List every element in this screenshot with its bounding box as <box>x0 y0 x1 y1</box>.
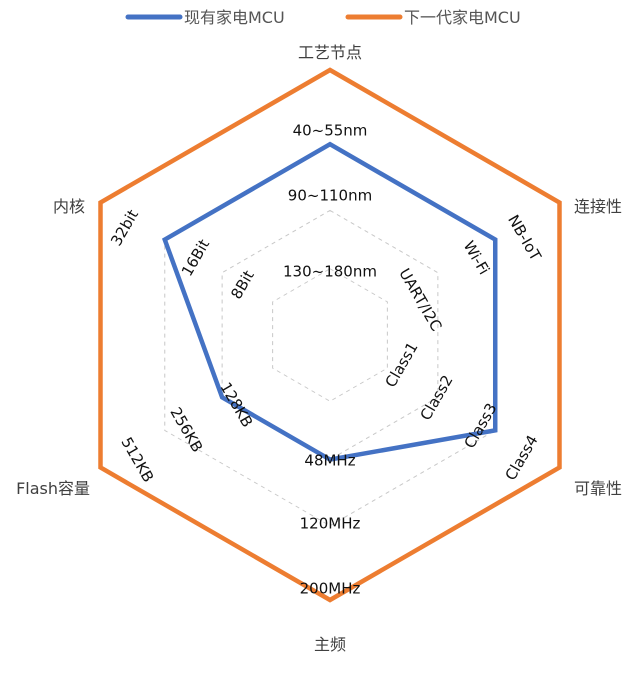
axis-label: Flash容量 <box>16 479 90 498</box>
axis-label: 内核 <box>53 197 85 216</box>
axis-label: 主频 <box>314 635 346 654</box>
tick-label: UART/I2C <box>395 265 445 334</box>
tick-label: 200MHz <box>300 580 361 598</box>
tick-label: 16Bit <box>178 236 213 279</box>
series-line-next-gen-mcu <box>98 67 562 603</box>
tick-label: Class2 <box>417 372 457 423</box>
axis-label: 工艺节点 <box>298 43 362 62</box>
tick-label: 130~180nm <box>283 263 377 281</box>
tick-labels: 130~180nm 90~110nm 40~55nm UART/I2C Wi-Fi NB-… <box>107 122 545 598</box>
tick-label: 40~55nm <box>293 122 368 140</box>
tick-label: 8Bit <box>227 267 258 302</box>
series-line-current-mcu <box>162 141 498 462</box>
chart-series <box>98 67 562 603</box>
tick-label: Wi-Fi <box>460 238 493 278</box>
tick-label: 32bit <box>107 206 142 249</box>
legend-label: 下一代家电MCU <box>404 8 521 27</box>
tick-label: 120MHz <box>300 515 361 533</box>
legend-label: 现有家电MCU <box>184 8 285 27</box>
tick-label: 48MHz <box>304 452 355 470</box>
tick-label: 256KB <box>166 404 206 455</box>
tick-label: 90~110nm <box>288 187 372 205</box>
grid-ring <box>272 268 388 402</box>
tick-label: 128KB <box>216 379 256 430</box>
tick-label: NB-IoT <box>504 212 545 265</box>
axis-label: 连接性 <box>574 197 622 216</box>
chart-legend: 现有家电MCU 下一代家电MCU <box>125 8 521 27</box>
tick-label: 512KB <box>117 434 157 485</box>
tick-label: Class4 <box>502 432 542 483</box>
axis-label: 可靠性 <box>574 479 622 498</box>
